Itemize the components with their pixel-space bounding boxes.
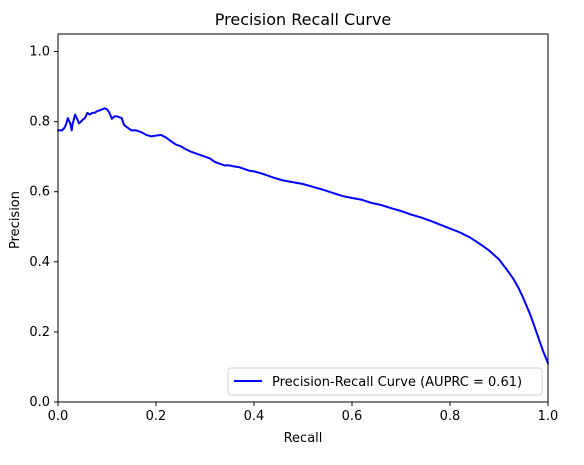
x-tick-label: 0.8 bbox=[440, 409, 461, 424]
legend: Precision-Recall Curve (AUPRC = 0.61) bbox=[227, 367, 543, 396]
x-tick-label: 0.0 bbox=[48, 409, 69, 424]
x-tick-label: 0.4 bbox=[244, 409, 265, 424]
y-tick-label: 0.8 bbox=[29, 115, 50, 130]
x-tick-label: 0.6 bbox=[342, 409, 363, 424]
y-tick-label: 1.0 bbox=[29, 45, 50, 60]
x-axis-label: Recall bbox=[284, 431, 323, 446]
y-tick-label: 0.0 bbox=[29, 395, 50, 410]
y-tick-label: 0.2 bbox=[29, 325, 50, 340]
x-tick-label: 1.0 bbox=[538, 409, 559, 424]
plot-frame bbox=[57, 33, 549, 403]
legend-label: Precision-Recall Curve (AUPRC = 0.61) bbox=[272, 375, 522, 390]
precision-recall-series-line bbox=[57, 107, 549, 365]
y-axis-ticks: 0.0 0.2 0.4 0.6 0.8 1.0 bbox=[29, 45, 58, 410]
x-tick-label: 0.2 bbox=[146, 409, 167, 424]
x-axis-ticks: 0.0 0.2 0.4 0.6 0.8 1.0 bbox=[48, 402, 559, 424]
legend-box bbox=[227, 367, 543, 396]
y-axis-label: Precision bbox=[8, 191, 23, 249]
chart-title: Precision Recall Curve bbox=[215, 10, 392, 29]
y-tick-label: 0.4 bbox=[29, 255, 50, 270]
y-tick-label: 0.6 bbox=[29, 185, 50, 200]
